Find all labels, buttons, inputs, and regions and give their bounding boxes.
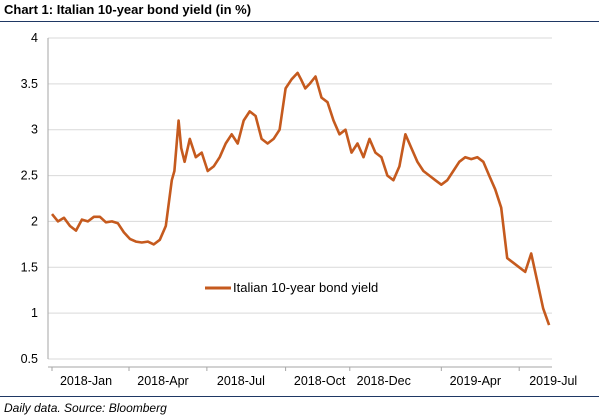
series-layer xyxy=(50,71,551,326)
footer-divider xyxy=(0,396,599,397)
chart-title: Chart 1: Italian 10-year bond yield (in … xyxy=(4,2,252,17)
y-tick-label: 4 xyxy=(31,31,38,45)
x-tick-label: 2018-Dec xyxy=(357,374,411,388)
legend: Italian 10-year bond yield xyxy=(205,280,378,295)
line-chart: 4 3.5 3 2.5 2 1.5 1 0.5 2018-Jan 2018-Apr 2018-Ju… xyxy=(21,31,578,388)
y-axis-tick-labels: 4 3.5 3 2.5 2 1.5 1 0.5 xyxy=(21,31,38,366)
footnote: Daily data. Source: Bloomberg xyxy=(4,401,167,415)
gridlines xyxy=(48,37,552,360)
x-tick-label: 2018-Jan xyxy=(60,374,112,388)
x-tick-label: 2019-Apr xyxy=(450,374,501,388)
y-tick-label: 3 xyxy=(31,123,38,137)
axes xyxy=(47,38,552,368)
y-tick-label: 2.5 xyxy=(21,169,38,183)
y-tick-label: 3.5 xyxy=(21,77,38,91)
y-tick-label: 2 xyxy=(31,214,38,228)
x-tick-label: 2018-Apr xyxy=(137,374,188,388)
y-tick-label: 1 xyxy=(31,306,38,320)
legend-label: Italian 10-year bond yield xyxy=(233,280,378,295)
title-divider xyxy=(0,21,599,22)
x-axis-tick-labels: 2018-Jan 2018-Apr 2018-Jul 2018-Oct 2018-Dec… xyxy=(51,367,577,388)
x-tick-label: 2018-Oct xyxy=(294,374,346,388)
x-tick-label: 2018-Jul xyxy=(217,374,265,388)
y-tick-label: 1.5 xyxy=(21,260,38,274)
x-tick-label: 2019-Jul xyxy=(529,374,577,388)
y-tick-label: 0.5 xyxy=(21,352,38,366)
